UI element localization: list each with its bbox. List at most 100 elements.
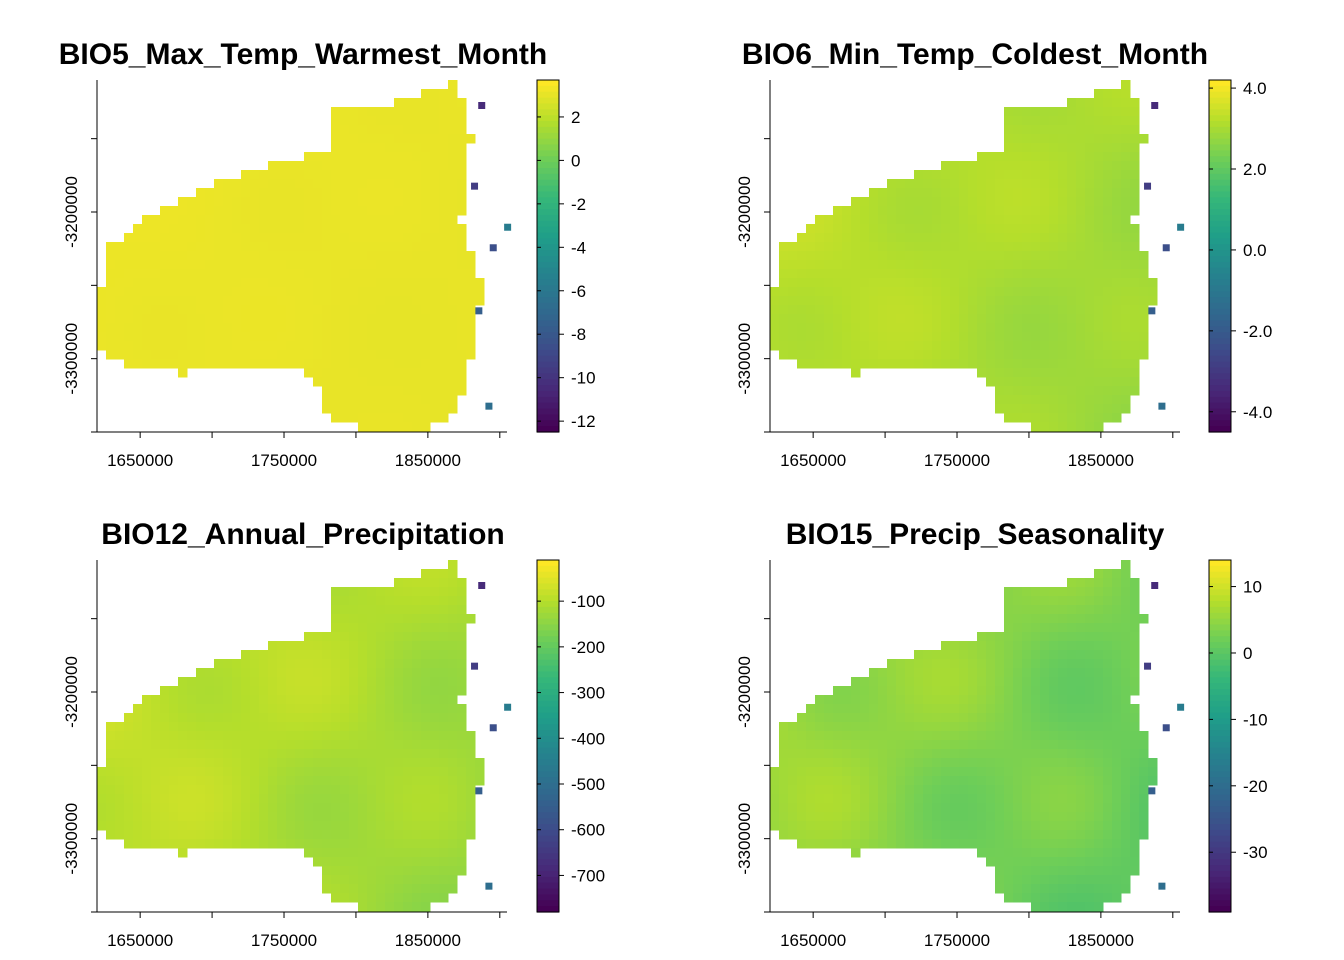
- raster-cell: [1040, 386, 1050, 396]
- raster-cell: [995, 278, 1005, 288]
- raster-cell: [196, 296, 206, 306]
- raster-cell: [1049, 197, 1059, 207]
- raster-cell: [905, 332, 915, 342]
- raster-cell: [833, 704, 843, 714]
- raster-cell: [331, 287, 341, 297]
- raster-cell: [286, 233, 296, 243]
- legend-swatch: [1209, 694, 1231, 702]
- raster-cell: [1094, 731, 1104, 741]
- raster-cell: [403, 161, 413, 171]
- raster-cell: [1103, 812, 1113, 822]
- edge-cell: [1177, 703, 1185, 711]
- raster-cell: [97, 776, 107, 786]
- raster-cell: [313, 668, 323, 678]
- raster-cell: [421, 857, 431, 867]
- raster-cell: [268, 251, 278, 261]
- raster-cell: [977, 170, 987, 180]
- raster-cell: [1112, 413, 1122, 423]
- raster-cell: [860, 812, 870, 822]
- raster-cell: [986, 233, 996, 243]
- raster-cell: [178, 233, 188, 243]
- raster-cell: [1004, 686, 1014, 696]
- raster-cell: [977, 278, 987, 288]
- raster-cell: [412, 821, 422, 831]
- legend-swatch: [1209, 906, 1231, 913]
- raster-cell: [851, 332, 861, 342]
- raster-cell: [959, 170, 969, 180]
- raster-cell: [295, 278, 305, 288]
- raster: [770, 560, 1185, 912]
- raster-cell: [905, 260, 915, 270]
- raster-cell: [1076, 377, 1086, 387]
- raster-cell: [268, 215, 278, 225]
- raster-cell: [349, 722, 359, 732]
- legend-swatch: [537, 426, 559, 433]
- raster-cell: [977, 785, 987, 795]
- raster-cell: [358, 884, 368, 894]
- raster-cell: [941, 704, 951, 714]
- raster-cell: [878, 731, 888, 741]
- raster-cell: [1040, 893, 1050, 903]
- raster-cell: [1085, 839, 1095, 849]
- raster-cell: [1004, 314, 1014, 324]
- raster-cell: [376, 767, 386, 777]
- raster-cell: [376, 305, 386, 315]
- raster-cell: [205, 350, 215, 360]
- raster-cell: [878, 713, 888, 723]
- raster-cell: [1067, 395, 1077, 405]
- raster-cell: [142, 314, 152, 324]
- legend-swatch: [537, 191, 559, 198]
- raster-cell: [304, 668, 314, 678]
- raster-cell: [1076, 578, 1086, 588]
- raster-cell: [196, 740, 206, 750]
- raster-cell: [1094, 359, 1104, 369]
- raster-cell: [286, 650, 296, 660]
- raster-cell: [905, 296, 915, 306]
- raster-cell: [1121, 152, 1131, 162]
- raster-cell: [779, 830, 789, 840]
- raster-cell: [1094, 179, 1104, 189]
- raster-cell: [304, 359, 314, 369]
- raster-cell: [806, 224, 816, 234]
- raster-cell: [232, 350, 242, 360]
- raster-cell: [421, 587, 431, 597]
- raster-cell: [1049, 314, 1059, 324]
- raster-cell: [1094, 341, 1104, 351]
- raster-cell: [385, 161, 395, 171]
- raster-cell: [466, 287, 476, 297]
- raster-cell: [1112, 107, 1122, 117]
- raster-cell: [1022, 278, 1032, 288]
- y-tick-label: -3200000: [735, 656, 754, 728]
- raster-cell: [905, 749, 915, 759]
- raster-cell: [1049, 893, 1059, 903]
- raster-cell: [1103, 569, 1113, 579]
- raster-cell: [1076, 269, 1086, 279]
- raster-cell: [842, 359, 852, 369]
- raster-cell: [1049, 242, 1059, 252]
- raster-cell: [1112, 251, 1122, 261]
- raster-cell: [457, 686, 467, 696]
- raster-cell: [322, 179, 332, 189]
- raster-cell: [1085, 323, 1095, 333]
- raster-cell: [232, 704, 242, 714]
- raster-cell: [788, 350, 798, 360]
- raster-cell: [358, 404, 368, 414]
- raster-cell: [851, 794, 861, 804]
- raster-cell: [151, 839, 161, 849]
- raster-cell: [1067, 134, 1077, 144]
- raster-cell: [430, 143, 440, 153]
- raster-cell: [394, 215, 404, 225]
- raster-cell: [995, 767, 1005, 777]
- raster-cell: [466, 794, 476, 804]
- raster-cell: [1103, 170, 1113, 180]
- raster-cell: [932, 659, 942, 669]
- raster-cell: [358, 668, 368, 678]
- raster-cell: [178, 341, 188, 351]
- raster-cell: [1139, 785, 1149, 795]
- raster-cell: [349, 686, 359, 696]
- raster-cell: [376, 614, 386, 624]
- legend-swatch: [1209, 179, 1231, 187]
- raster-cell: [277, 242, 287, 252]
- raster-cell: [340, 161, 350, 171]
- raster-cell: [349, 296, 359, 306]
